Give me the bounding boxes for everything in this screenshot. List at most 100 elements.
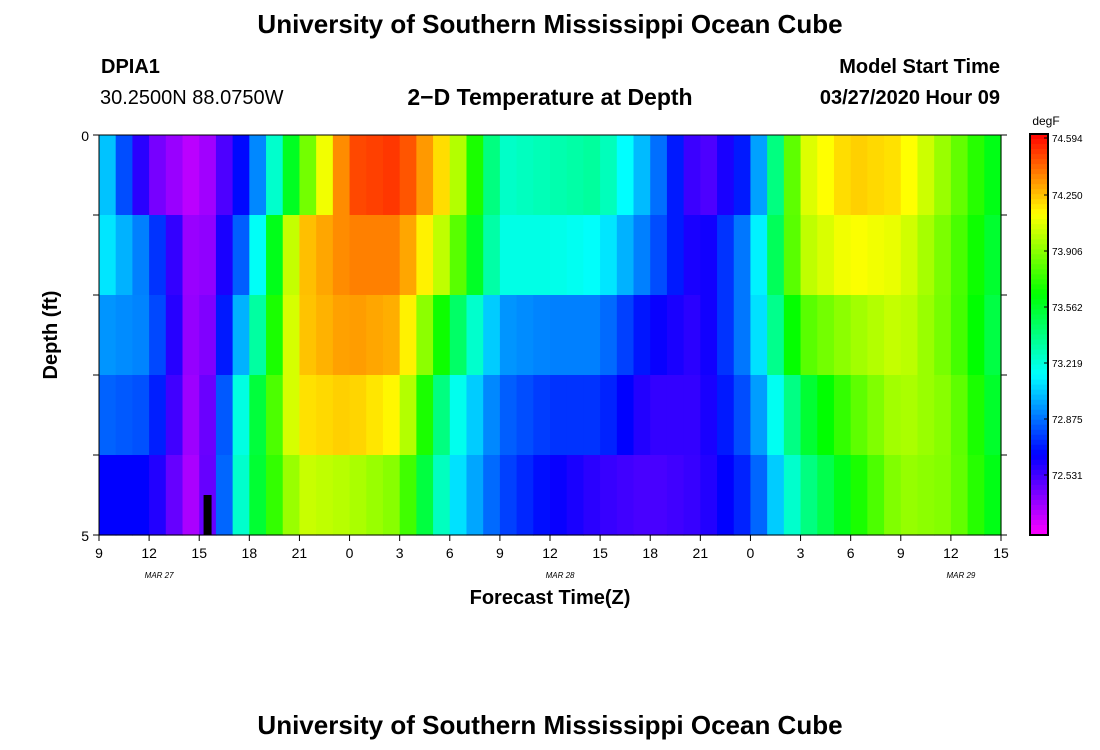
heatmap-cell xyxy=(416,455,434,536)
colorbar-segment xyxy=(1030,184,1048,190)
heatmap-cell xyxy=(115,295,133,376)
colorbar-segment xyxy=(1030,304,1048,311)
heatmap-cell xyxy=(800,375,818,456)
heatmap-cell xyxy=(600,135,618,216)
heatmap-cell xyxy=(115,455,133,536)
heatmap-cell xyxy=(249,455,267,536)
heatmap-cell xyxy=(165,295,184,376)
heatmap-cell xyxy=(767,295,785,376)
colorbar-segment xyxy=(1030,244,1048,250)
heatmap-cell xyxy=(332,455,351,536)
heatmap-cell xyxy=(967,295,985,376)
colorbar-segment xyxy=(1030,149,1048,155)
heatmap-cell xyxy=(867,375,885,456)
heatmap-cell xyxy=(399,295,417,376)
heatmap-cell xyxy=(366,135,384,216)
colorbar-segment xyxy=(1030,214,1048,220)
heatmap-cell xyxy=(149,135,167,216)
heatmap-cell xyxy=(700,375,718,456)
colorbar-segment xyxy=(1030,369,1048,376)
x-date-label: MAR 27 xyxy=(145,571,174,580)
heatmap-cell xyxy=(199,295,217,376)
heatmap-cell xyxy=(299,135,317,216)
heatmap-cell xyxy=(750,455,768,536)
colorbar-segment xyxy=(1030,404,1048,411)
colorbar-segment xyxy=(1030,409,1048,416)
heatmap-cell xyxy=(349,295,367,376)
colorbar-segment xyxy=(1030,254,1048,260)
colorbar-segment xyxy=(1030,194,1048,200)
colorbar-segment xyxy=(1030,204,1048,210)
heatmap-cell xyxy=(232,455,250,536)
heatmap-cell xyxy=(449,375,468,456)
heatmap-cell xyxy=(466,455,484,536)
colorbar-segment xyxy=(1030,489,1048,496)
heatmap-cell xyxy=(483,295,501,376)
heatmap-cell xyxy=(633,215,651,296)
heatmap-cell xyxy=(132,215,150,296)
heatmap-cell xyxy=(499,455,518,536)
heatmap-cell xyxy=(366,295,384,376)
heatmap-cell xyxy=(600,295,618,376)
heatmap-cell xyxy=(182,135,200,216)
heatmap-cell xyxy=(967,375,985,456)
heatmap-cell xyxy=(884,135,902,216)
colorbar-segment xyxy=(1030,524,1048,531)
heatmap-cell xyxy=(683,375,701,456)
colorbar-segment xyxy=(1030,384,1048,391)
heatmap-cell xyxy=(800,215,818,296)
heatmap-cell xyxy=(950,375,969,456)
colorbar-segment xyxy=(1030,199,1048,205)
heatmap-cell xyxy=(550,295,568,376)
colorbar-segment xyxy=(1030,229,1048,235)
heatmap-cell xyxy=(717,215,735,296)
heatmap-cell xyxy=(750,295,768,376)
heatmap-cell xyxy=(433,375,451,456)
heatmap-cell xyxy=(683,135,701,216)
colorbar-segment xyxy=(1030,329,1048,336)
heatmap-cell xyxy=(282,135,301,216)
heatmap-cell xyxy=(215,375,234,456)
colorbar-label: 73.219 xyxy=(1052,359,1083,370)
heatmap-cell xyxy=(516,455,534,536)
heatmap-cell xyxy=(800,295,818,376)
heatmap-cell xyxy=(767,375,785,456)
heatmap-cell xyxy=(850,135,868,216)
heatmap-cell xyxy=(299,295,317,376)
heatmap-cell xyxy=(884,375,902,456)
heatmap-cell xyxy=(917,215,935,296)
colorbar-segment xyxy=(1030,354,1048,361)
heatmap-cell xyxy=(616,295,635,376)
heatmap-cell xyxy=(616,455,635,536)
heatmap-cell xyxy=(282,455,301,536)
colorbar-segment xyxy=(1030,529,1048,536)
x-tick-label: 15 xyxy=(191,545,207,561)
heatmap-cell xyxy=(332,375,351,456)
colorbar-segment xyxy=(1030,139,1048,145)
x-tick-label: 6 xyxy=(847,545,855,561)
colorbar-segment xyxy=(1030,474,1048,481)
x-tick-label: 9 xyxy=(95,545,103,561)
heatmap-cell xyxy=(583,455,601,536)
x-tick-label: 6 xyxy=(446,545,454,561)
heatmap-cell xyxy=(449,455,468,536)
colorbar-segment xyxy=(1030,274,1048,280)
heatmap-cell xyxy=(382,375,401,456)
heatmap-cell xyxy=(149,375,167,456)
x-date-label: MAR 28 xyxy=(546,571,575,580)
marker-bar xyxy=(203,495,212,535)
heatmap-cell xyxy=(666,295,685,376)
x-tick-label: 3 xyxy=(797,545,805,561)
heatmap-cell xyxy=(316,455,334,536)
heatmap-cell xyxy=(650,215,668,296)
heatmap-cell xyxy=(433,215,451,296)
heatmap-cell xyxy=(950,215,969,296)
heatmap-cell xyxy=(934,135,952,216)
heatmap-cell xyxy=(917,295,935,376)
heatmap-cell xyxy=(182,455,200,536)
colorbar-segment xyxy=(1030,479,1048,486)
heatmap-cell xyxy=(499,295,518,376)
heatmap-cell xyxy=(115,375,133,456)
heatmap-cell xyxy=(266,455,284,536)
heatmap-cell xyxy=(733,135,752,216)
